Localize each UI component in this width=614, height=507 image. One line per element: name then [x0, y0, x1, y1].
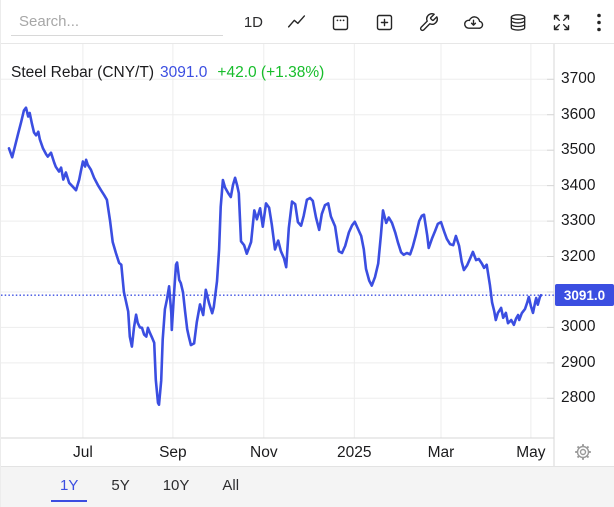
search-input[interactable]: [11, 7, 223, 36]
y-axis-label: 3000: [561, 318, 596, 336]
y-axis-label: 3700: [561, 70, 596, 88]
instrument-name: Steel Rebar (CNY/T): [11, 64, 154, 81]
tab-5y[interactable]: 5Y: [111, 477, 130, 494]
last-price: 3091.0: [159, 64, 208, 81]
x-axis-label: Mar: [427, 444, 455, 461]
y-axis-label: 3200: [561, 247, 596, 265]
last-price-badge: 3091.0: [555, 284, 614, 307]
add-panel-icon[interactable]: [374, 12, 395, 33]
database-icon[interactable]: [508, 12, 528, 33]
range-tabbar: 1Y 5Y 10Y All: [1, 466, 614, 507]
chart-plot-area[interactable]: [1, 44, 554, 438]
y-axis-label: 3500: [561, 141, 596, 159]
y-axis-label: 2800: [561, 389, 596, 407]
tab-10y[interactable]: 10Y: [162, 477, 190, 494]
chart-title: Steel Rebar (CNY/T) 3091.0 +42.0 (+1.38%): [11, 64, 324, 82]
fullscreen-icon[interactable]: [551, 12, 572, 33]
calendar-icon[interactable]: [330, 12, 351, 33]
y-axis-label: 3400: [561, 176, 596, 194]
wrench-icon[interactable]: [418, 12, 439, 33]
x-axis-label: 2025: [337, 444, 372, 461]
trendline-icon[interactable]: [286, 12, 307, 33]
x-axis-label: Sep: [159, 444, 187, 461]
price-change: +42.0 (+1.38%): [217, 64, 325, 81]
x-axis-label: May: [516, 444, 546, 461]
x-axis-label: Nov: [250, 444, 278, 461]
toolbar: 1D: [1, 0, 614, 44]
interval-1d-button[interactable]: 1D: [243, 13, 263, 31]
toolbar-icons: 1D: [244, 0, 603, 44]
y-axis-label: 2900: [561, 353, 596, 371]
settings-gear-icon[interactable]: [573, 442, 593, 467]
y-axis-label: 3600: [561, 105, 596, 123]
more-icon[interactable]: [595, 12, 603, 33]
tab-1y[interactable]: 1Y: [51, 474, 88, 502]
x-axis-label: Jul: [72, 444, 93, 461]
y-axis-label: 3300: [561, 212, 596, 230]
tab-all[interactable]: All: [222, 477, 240, 494]
cloud-download-icon[interactable]: [462, 12, 485, 33]
